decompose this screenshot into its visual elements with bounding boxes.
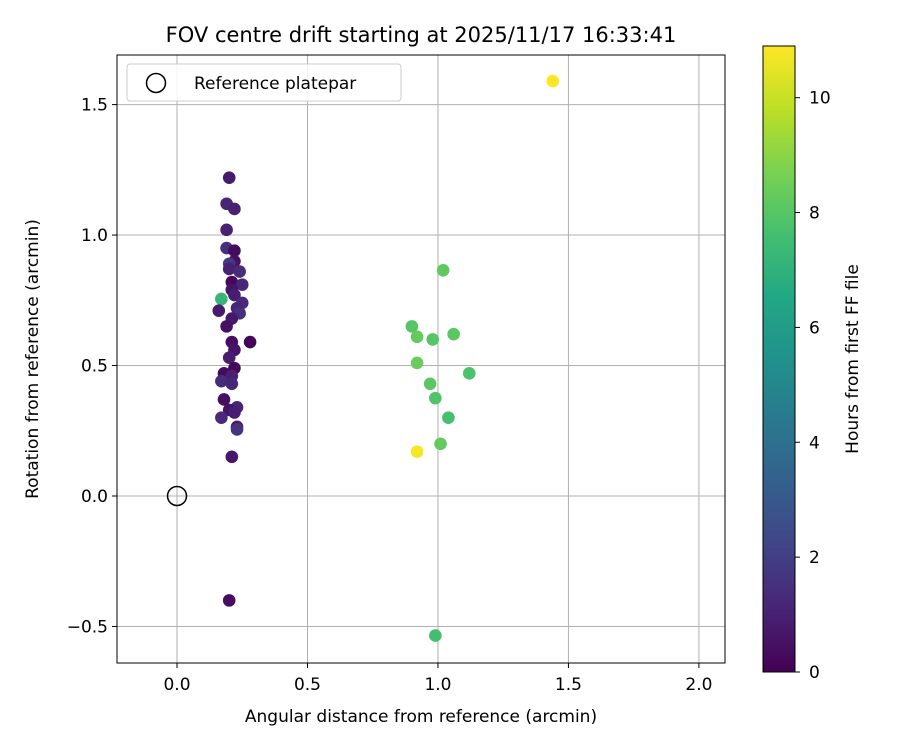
- legend-box: [126, 63, 402, 102]
- x-tick-label: 2.0: [685, 675, 712, 695]
- reference-platepar-marker: [166, 485, 188, 507]
- y-axis-label: Rotation from reference (arcmin): [23, 219, 43, 499]
- scatter-point: [215, 411, 228, 425]
- colorbar-tick-label: 0: [809, 663, 820, 683]
- x-tick-label: 0.5: [294, 675, 321, 695]
- reference-marker-layer: [166, 485, 188, 507]
- x-axis-label: Angular distance from reference (arcmin): [245, 707, 597, 727]
- scatter-point: [442, 411, 455, 425]
- colorbar-label: Hours from first FF file: [843, 264, 863, 454]
- x-tick-label: 1.0: [424, 675, 451, 695]
- scatter-point: [220, 320, 233, 333]
- plot-area-frame: [116, 54, 726, 664]
- y-tick-label: 0.0: [81, 487, 108, 507]
- y-axis-ticks: −0.5 0.0 0.5 1.0 1.5: [67, 96, 117, 637]
- scatter-point: [230, 423, 244, 436]
- scatter-point: [410, 356, 424, 370]
- colorbar-tick-label: 2: [809, 548, 820, 568]
- y-tick-label: 1.5: [81, 96, 108, 116]
- scatter-point: [225, 377, 239, 391]
- scatter-point: [225, 450, 239, 464]
- scatter-points: [212, 74, 560, 642]
- scatter-point: [212, 304, 226, 318]
- scatter-point: [228, 202, 241, 216]
- scatter-point: [434, 437, 447, 451]
- legend: Reference platepar: [126, 63, 402, 102]
- x-axis-ticks: 0.0 0.5 1.0 1.5 2.0: [163, 663, 712, 695]
- legend-label: Reference platepar: [194, 74, 356, 94]
- y-tick-label: −0.5: [67, 617, 108, 637]
- scatter-point: [235, 278, 249, 291]
- scatter-point: [222, 171, 236, 184]
- scatter-point: [222, 594, 236, 607]
- scatter-point: [429, 391, 442, 405]
- scatter-point: [215, 292, 228, 306]
- scatter-point: [426, 333, 440, 346]
- colorbar-tick-label: 6: [809, 318, 820, 338]
- scatter-point: [233, 265, 246, 278]
- y-tick-label: 0.5: [81, 357, 108, 377]
- scatter-point: [222, 351, 236, 364]
- colorbar-tick-label: 4: [809, 433, 820, 453]
- scatter-point: [546, 74, 560, 88]
- scatter-point: [228, 288, 241, 302]
- scatter-point: [215, 374, 228, 388]
- x-tick-label: 1.5: [555, 675, 582, 695]
- scatter-point: [405, 320, 419, 333]
- scatter-point: [436, 263, 450, 277]
- scatter-point: [410, 330, 424, 344]
- scatter-point: [462, 367, 476, 380]
- scatter-point: [447, 327, 460, 341]
- colorbar: 0 2 4 6 8 10 Hours from first FF file: [762, 45, 863, 683]
- x-tick-label: 0.0: [163, 675, 190, 695]
- colorbar-tick-label: 10: [809, 89, 831, 109]
- scatter-point: [410, 445, 424, 458]
- scatter-point: [429, 629, 442, 642]
- colorbar-gradient: [762, 45, 796, 673]
- colorbar-ticks: 0 2 4 6 8 10: [795, 89, 831, 683]
- colorbar-tick-label: 8: [809, 204, 820, 224]
- scatter-point: [228, 244, 241, 258]
- legend-marker-icon: [145, 72, 167, 94]
- chart-title: FOV centre drift starting at 2025/11/17 …: [166, 23, 677, 47]
- scatter-point: [243, 335, 257, 349]
- scatter-point: [228, 406, 241, 419]
- scatter-point: [217, 393, 231, 406]
- scatter-point: [220, 223, 233, 237]
- scatter-point: [423, 377, 437, 391]
- scatter-point: [222, 262, 236, 276]
- y-tick-label: 1.0: [81, 226, 108, 246]
- grid: [117, 55, 725, 663]
